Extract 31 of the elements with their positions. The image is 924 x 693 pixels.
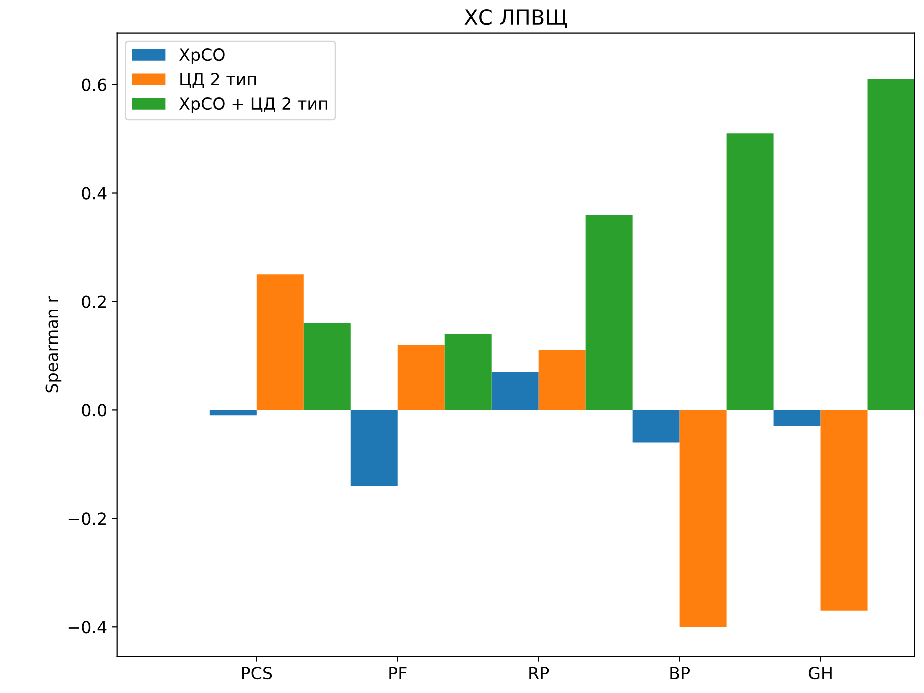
bar (492, 372, 539, 410)
chart-title: ХС ЛПВЩ (464, 9, 568, 28)
x-tick-label: PCS (242, 666, 272, 680)
bar (586, 214, 633, 410)
bar (538, 350, 586, 410)
bar (210, 410, 257, 416)
bar (680, 410, 727, 628)
legend-label: ЦД 2 тип (180, 73, 256, 88)
legend-label: ХрСО + ЦД 2 тип (180, 97, 328, 114)
x-tick-label: PF (390, 667, 407, 680)
bar (820, 410, 868, 611)
y-tick-label: 0.0 (82, 404, 107, 417)
bar (726, 134, 774, 410)
y-axis-title: Spearman r (46, 296, 62, 393)
x-tick-label: GH (808, 666, 832, 680)
bar (304, 323, 351, 410)
legend-label: ХрСО (180, 48, 225, 64)
bar (774, 410, 821, 426)
bar (632, 410, 680, 443)
bar (444, 334, 492, 410)
x-tick-label: BP (670, 667, 690, 680)
y-tick-label: 0.2 (82, 296, 106, 308)
y-tick-label: −0.2 (68, 512, 106, 526)
bar (350, 410, 398, 486)
bar (868, 79, 915, 410)
bar (398, 345, 445, 410)
y-tick-label: 0.6 (82, 78, 107, 92)
bar (256, 274, 304, 410)
y-tick-label: 0.4 (82, 187, 107, 200)
y-tick-label: −0.4 (68, 621, 107, 634)
x-tick-label: RP (530, 667, 550, 680)
